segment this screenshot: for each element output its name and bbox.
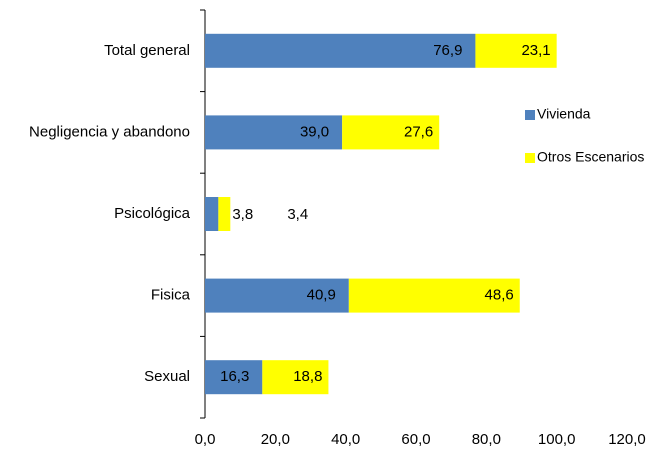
value-label: 40,9 — [307, 287, 336, 304]
y-tick-label: Sexual — [144, 368, 190, 385]
bar — [205, 33, 476, 68]
legend-swatch — [525, 110, 535, 120]
legend-label: Otros Escenarios — [537, 149, 644, 165]
bar — [342, 115, 440, 150]
bar — [262, 360, 329, 395]
bar — [205, 360, 263, 395]
x-tick-label: 0,0 — [195, 431, 216, 448]
value-label: 3,4 — [287, 206, 308, 223]
x-tick-label: 40,0 — [331, 431, 360, 448]
x-tick-label: 100,0 — [538, 431, 576, 448]
value-label: 16,3 — [220, 368, 249, 385]
value-label: 48,6 — [485, 287, 514, 304]
x-tick-label: 80,0 — [472, 431, 501, 448]
legend-swatch — [525, 153, 535, 163]
y-tick-label: Fisica — [151, 287, 191, 304]
value-label: 27,6 — [404, 123, 433, 140]
bar — [475, 33, 557, 68]
value-label: 3,8 — [232, 206, 253, 223]
bar — [205, 197, 219, 231]
legend-label: Vivienda — [537, 106, 591, 122]
value-label: 76,9 — [433, 42, 462, 59]
value-label: 39,0 — [300, 123, 329, 140]
value-label: 18,8 — [293, 368, 322, 385]
value-label: 23,1 — [521, 42, 550, 59]
bar — [218, 197, 231, 231]
bar — [348, 278, 520, 313]
bar — [205, 278, 349, 313]
y-tick-label: Total general — [104, 42, 190, 59]
x-tick-label: 120,0 — [608, 431, 646, 448]
x-tick-label: 60,0 — [401, 431, 430, 448]
x-tick-label: 20,0 — [261, 431, 290, 448]
y-tick-label: Negligencia y abandono — [29, 123, 190, 140]
y-tick-label: Psicológica — [114, 205, 191, 222]
bar — [205, 115, 343, 150]
